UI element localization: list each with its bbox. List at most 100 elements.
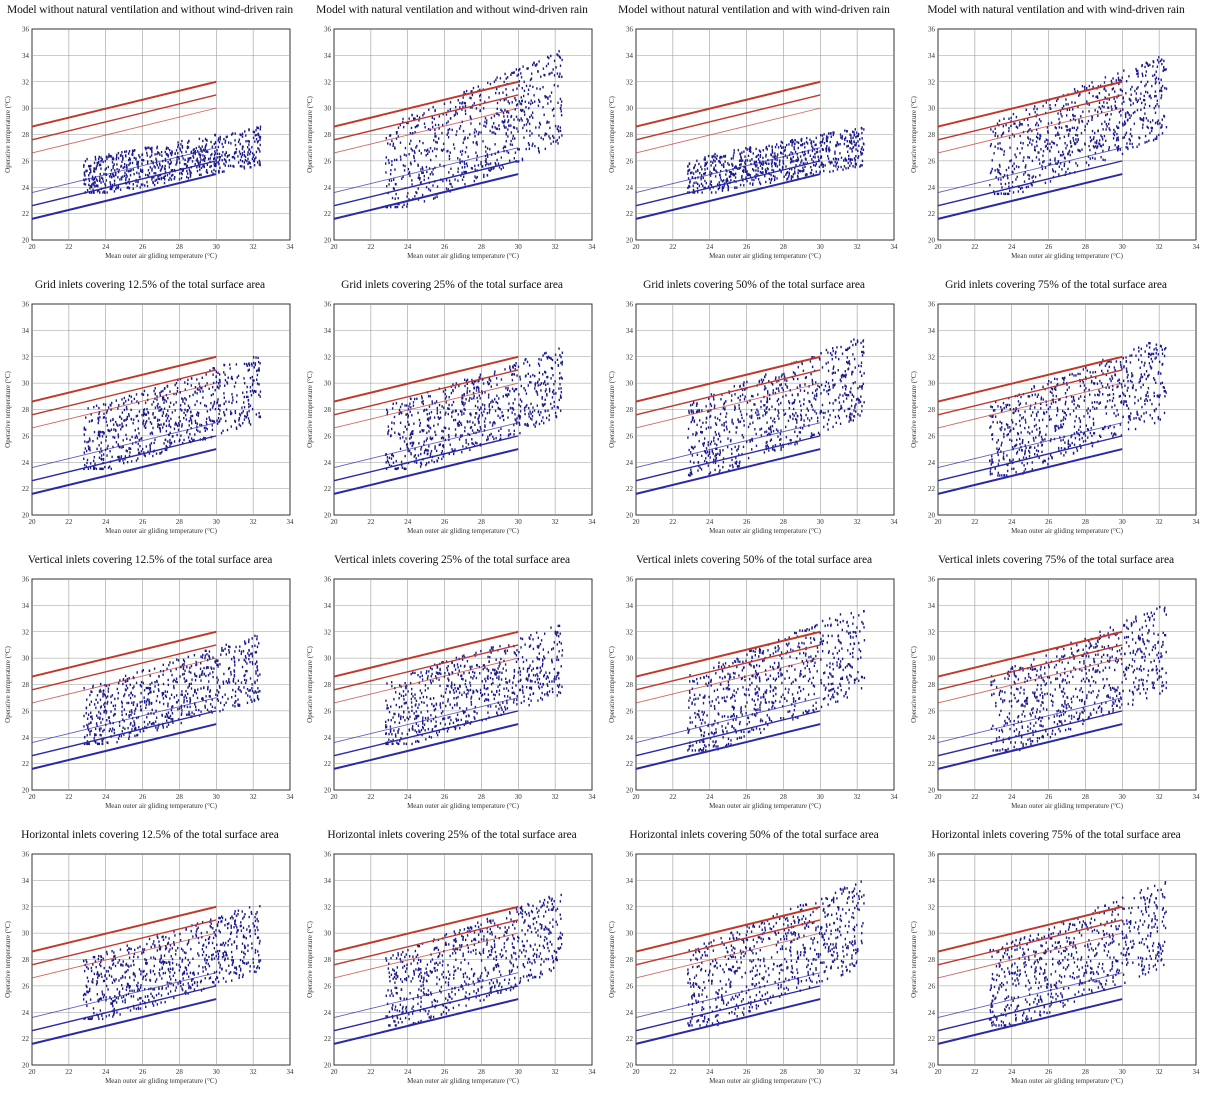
- data-point: [1092, 85, 1094, 89]
- data-point: [88, 447, 90, 451]
- data-point: [490, 432, 492, 436]
- data-point: [529, 375, 532, 378]
- data-point: [714, 175, 717, 178]
- data-point: [709, 442, 712, 446]
- data-point: [1100, 110, 1103, 114]
- data-point: [553, 59, 556, 63]
- data-point: [129, 161, 131, 165]
- data-point: [423, 409, 425, 413]
- data-point: [204, 429, 206, 432]
- data-point: [216, 149, 218, 152]
- data-point: [1068, 128, 1070, 132]
- data-point: [83, 171, 86, 174]
- data-point: [1058, 117, 1060, 121]
- data-point: [498, 124, 500, 127]
- data-point: [192, 156, 195, 159]
- data-point: [475, 151, 477, 154]
- data-point: [123, 408, 126, 412]
- data-point: [236, 394, 238, 397]
- data-point: [461, 166, 464, 169]
- data-point: [490, 116, 493, 120]
- x-tick-label: 24: [404, 518, 412, 526]
- data-point: [448, 157, 451, 161]
- data-point: [102, 416, 105, 419]
- data-point: [478, 408, 481, 412]
- data-point: [156, 395, 158, 398]
- data-point: [256, 161, 259, 164]
- data-point: [132, 183, 134, 186]
- data-point: [156, 398, 158, 401]
- data-point: [257, 147, 259, 150]
- data-point: [439, 411, 442, 414]
- data-point: [719, 451, 722, 454]
- data-point: [808, 399, 810, 403]
- data-point: [752, 152, 754, 155]
- data-point: [216, 385, 219, 389]
- data-point: [519, 378, 522, 381]
- data-point: [105, 417, 107, 420]
- data-point: [175, 423, 178, 426]
- data-point: [549, 356, 551, 359]
- data-point: [995, 175, 997, 179]
- data-point: [167, 147, 169, 150]
- data-point: [529, 129, 531, 133]
- data-point: [1007, 192, 1010, 196]
- data-point: [806, 173, 808, 176]
- data-point: [725, 412, 728, 415]
- data-point: [757, 417, 759, 420]
- data-point: [165, 448, 168, 452]
- data-point: [112, 445, 114, 449]
- data-point: [492, 435, 494, 438]
- y-tick-label: 34: [22, 327, 30, 335]
- data-point: [416, 397, 418, 400]
- data-point: [559, 97, 562, 101]
- data-point: [187, 404, 190, 408]
- data-point: [464, 151, 467, 154]
- data-point: [783, 175, 785, 178]
- y-tick-label: 28: [324, 406, 332, 414]
- data-point: [241, 152, 244, 155]
- data-point: [777, 435, 779, 438]
- data-point: [714, 468, 716, 472]
- data-point: [796, 140, 798, 144]
- data-point: [520, 72, 522, 75]
- data-point: [758, 149, 761, 152]
- y-tick-label: 36: [324, 26, 332, 34]
- data-point: [776, 155, 778, 158]
- data-point: [404, 146, 407, 150]
- data-point: [496, 383, 498, 386]
- data-point: [780, 401, 782, 405]
- data-point: [707, 154, 710, 158]
- data-point: [232, 399, 234, 402]
- data-point: [804, 376, 807, 380]
- data-point: [155, 157, 157, 161]
- data-point: [154, 153, 156, 156]
- data-point: [442, 437, 445, 440]
- data-point: [1092, 94, 1094, 98]
- data-point: [197, 429, 199, 433]
- data-point: [714, 461, 717, 465]
- data-point: [156, 147, 158, 150]
- data-point: [449, 101, 452, 104]
- data-point: [165, 429, 168, 433]
- data-point: [549, 137, 551, 140]
- data-point: [845, 373, 847, 376]
- data-point: [241, 165, 243, 168]
- data-point: [257, 126, 259, 130]
- data-point: [542, 137, 544, 141]
- data-point: [1059, 110, 1062, 113]
- data-point: [457, 170, 459, 174]
- data-point: [1062, 150, 1064, 154]
- data-point: [205, 417, 208, 421]
- data-point: [762, 171, 764, 174]
- data-point: [1049, 104, 1051, 107]
- data-point: [718, 181, 720, 184]
- data-point: [745, 170, 747, 173]
- data-point: [766, 148, 768, 151]
- data-point: [250, 362, 253, 365]
- data-point: [135, 415, 138, 418]
- data-point: [847, 394, 850, 397]
- data-point: [723, 184, 725, 187]
- data-point: [524, 423, 527, 426]
- data-point: [702, 421, 704, 425]
